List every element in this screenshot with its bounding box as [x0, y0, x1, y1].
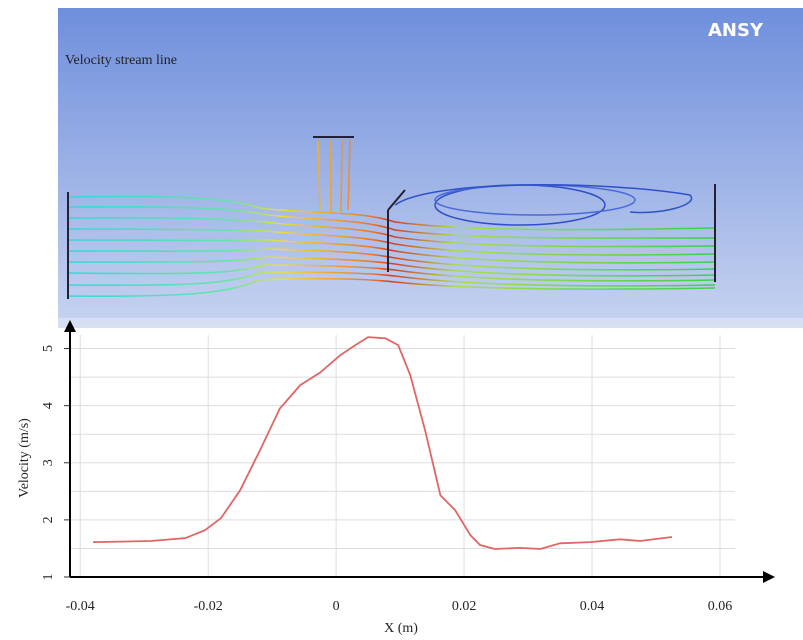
y-tick-label: 2 [41, 516, 56, 523]
image-label: Velocity stream line [65, 53, 177, 68]
x-tick-label: 0 [333, 599, 340, 614]
logo: ANSY [708, 20, 764, 41]
x-tick-label: -0.04 [66, 599, 95, 614]
y-tick-label: 1 [41, 574, 56, 581]
y-axis-label: Velocity (m/s) [17, 418, 32, 498]
x-axis-label: X (m) [384, 621, 418, 636]
x-tick-label: 0.02 [452, 599, 477, 614]
x-tick-label: 0.04 [580, 599, 605, 614]
x-tick-label: 0.06 [708, 599, 733, 614]
y-tick-label: 5 [41, 345, 56, 352]
figure: Velocity stream line ANSY 12345-0.04-0. [0, 0, 803, 640]
cfd-image: Velocity stream line ANSY [58, 8, 803, 328]
y-tick-label: 4 [41, 402, 56, 409]
y-tick-label: 3 [41, 459, 56, 466]
x-tick-label: -0.02 [194, 599, 223, 614]
page: Velocity stream line ANSY 12345-0.04-0. [0, 0, 803, 640]
plot-background [58, 328, 803, 628]
